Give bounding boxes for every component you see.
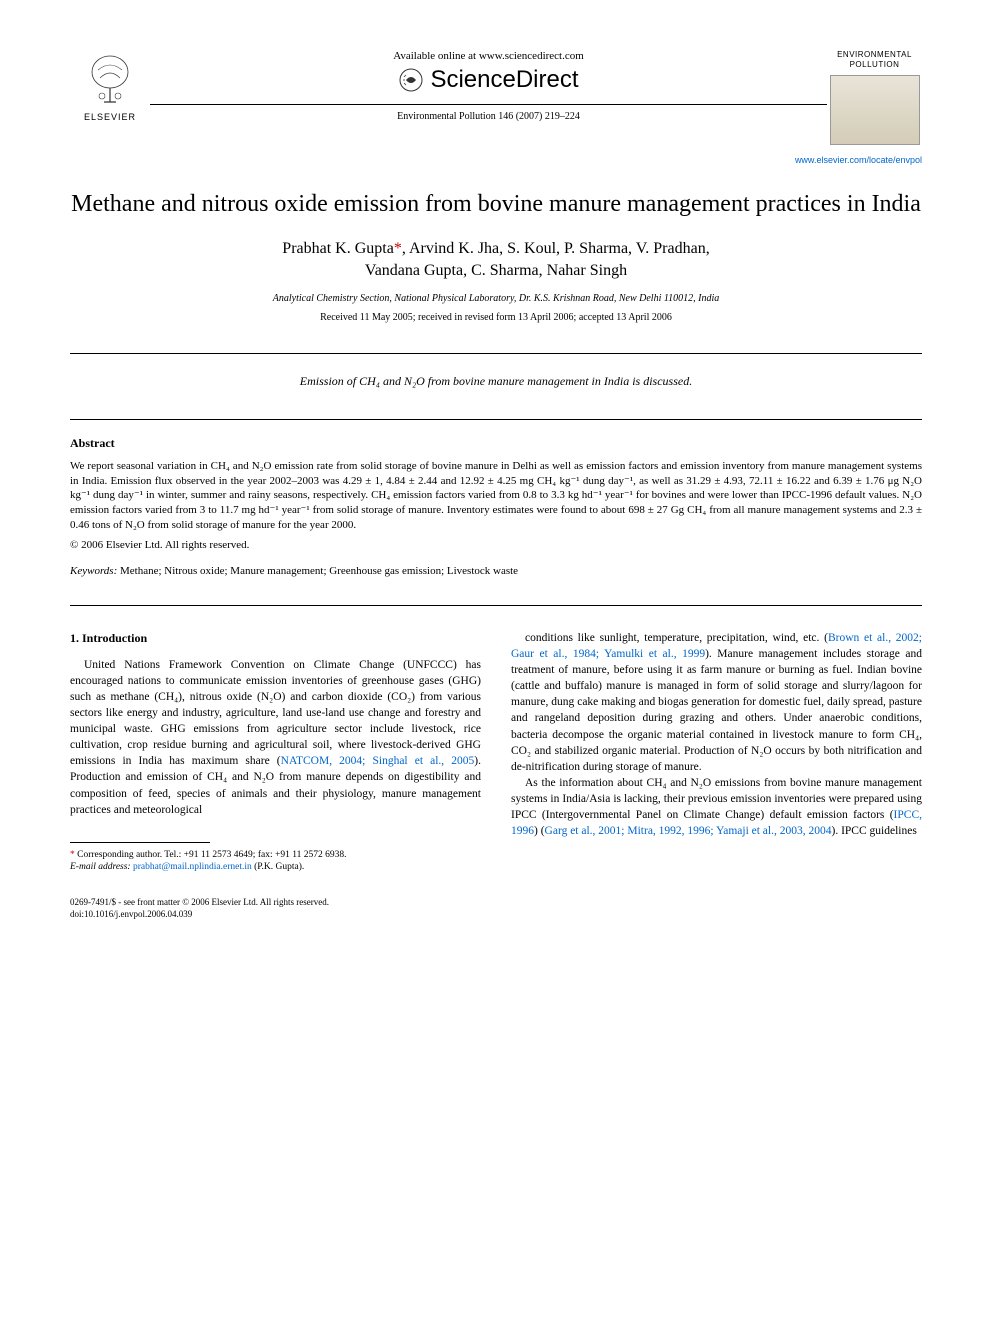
intro-para-1-cont: conditions like sunlight, temperature, p… <box>511 630 922 775</box>
col2-text-2a: As the information about CH₄ and N₂O emi… <box>511 777 922 821</box>
journal-cover-thumbnail <box>830 75 920 145</box>
abstract-body: We report seasonal variation in CH₄ and … <box>70 459 922 533</box>
column-left: 1. Introduction United Nations Framework… <box>70 630 481 873</box>
footnote-separator <box>70 842 210 843</box>
article-tagline: Emission of CH₄ and N₂O from bovine manu… <box>70 374 922 389</box>
abstract-copyright: © 2006 Elsevier Ltd. All rights reserved… <box>70 539 922 551</box>
citation-link-natcom[interactable]: NATCOM, 2004; Singhal et al., 2005 <box>281 755 475 767</box>
journal-name-line2: POLLUTION <box>827 60 922 70</box>
center-header: Available online at www.sciencedirect.co… <box>150 50 827 122</box>
corr-contact: Corresponding author. Tel.: +91 11 2573 … <box>77 850 346 860</box>
header-rule <box>150 104 827 105</box>
col2-text-2c: ). IPCC guidelines <box>832 825 917 837</box>
keywords: Keywords: Methane; Nitrous oxide; Manure… <box>70 565 922 577</box>
column-right: conditions like sunlight, temperature, p… <box>511 630 922 873</box>
doi-line: doi:10.1016/j.envpol.2006.04.039 <box>70 909 922 921</box>
authors-rest-line1: , Arvind K. Jha, S. Koul, P. Sharma, V. … <box>402 240 710 257</box>
article-dates: Received 11 May 2005; received in revise… <box>70 312 922 323</box>
sciencedirect-icon <box>398 67 424 93</box>
article-title: Methane and nitrous oxide emission from … <box>70 189 922 220</box>
intro-para-1: United Nations Framework Convention on C… <box>70 657 481 818</box>
journal-name-line1: ENVIRONMENTAL <box>827 50 922 60</box>
journal-citation: Environmental Pollution 146 (2007) 219–2… <box>150 111 827 122</box>
author-corresponding: Prabhat K. Gupta <box>282 240 394 257</box>
journal-url-link[interactable]: www.elsevier.com/locate/envpol <box>70 155 922 165</box>
page-header: ELSEVIER Available online at www.science… <box>70 50 922 149</box>
sciencedirect-logo: ScienceDirect <box>150 66 827 94</box>
keywords-list: Methane; Nitrous oxide; Manure managemen… <box>117 565 518 577</box>
rule-below-tagline <box>70 419 922 420</box>
sciencedirect-text: ScienceDirect <box>430 66 578 94</box>
elsevier-label: ELSEVIER <box>84 112 136 122</box>
body-columns: 1. Introduction United Nations Framework… <box>70 630 922 873</box>
corresponding-star-icon: * <box>394 240 402 257</box>
col2-text-1b: ). Manure management includes storage an… <box>511 648 922 773</box>
col2-text-2b: ) ( <box>534 825 545 837</box>
page-footer-meta: 0269-7491/$ - see front matter © 2006 El… <box>70 897 922 920</box>
col2-text-1a: conditions like sunlight, temperature, p… <box>525 632 828 644</box>
introduction-heading: 1. Introduction <box>70 630 481 647</box>
journal-cover-box: ENVIRONMENTAL POLLUTION <box>827 50 922 149</box>
available-online-text: Available online at www.sciencedirect.co… <box>150 50 827 62</box>
keywords-label: Keywords: <box>70 565 117 577</box>
intro-para-2: As the information about CH₄ and N₂O emi… <box>511 775 922 839</box>
elsevier-logo: ELSEVIER <box>70 50 150 122</box>
issn-line: 0269-7491/$ - see front matter © 2006 El… <box>70 897 922 909</box>
abstract-heading: Abstract <box>70 436 922 451</box>
email-owner: (P.K. Gupta). <box>252 862 305 872</box>
elsevier-tree-icon <box>80 50 140 110</box>
email-label: E-mail address: <box>70 862 131 872</box>
corresponding-author-note: * Corresponding author. Tel.: +91 11 257… <box>70 849 481 874</box>
email-link[interactable]: prabhat@mail.nplindia.ernet.in <box>133 862 252 872</box>
citation-link-garg[interactable]: Garg et al., 2001; Mitra, 1992, 1996; Ya… <box>545 825 832 837</box>
affiliation: Analytical Chemistry Section, National P… <box>70 293 922 304</box>
authors: Prabhat K. Gupta*, Arvind K. Jha, S. Kou… <box>70 238 922 283</box>
authors-line2: Vandana Gupta, C. Sharma, Nahar Singh <box>365 262 627 279</box>
intro-text-1a: United Nations Framework Convention on C… <box>70 659 481 768</box>
rule-above-tagline <box>70 353 922 354</box>
rule-above-body <box>70 605 922 606</box>
